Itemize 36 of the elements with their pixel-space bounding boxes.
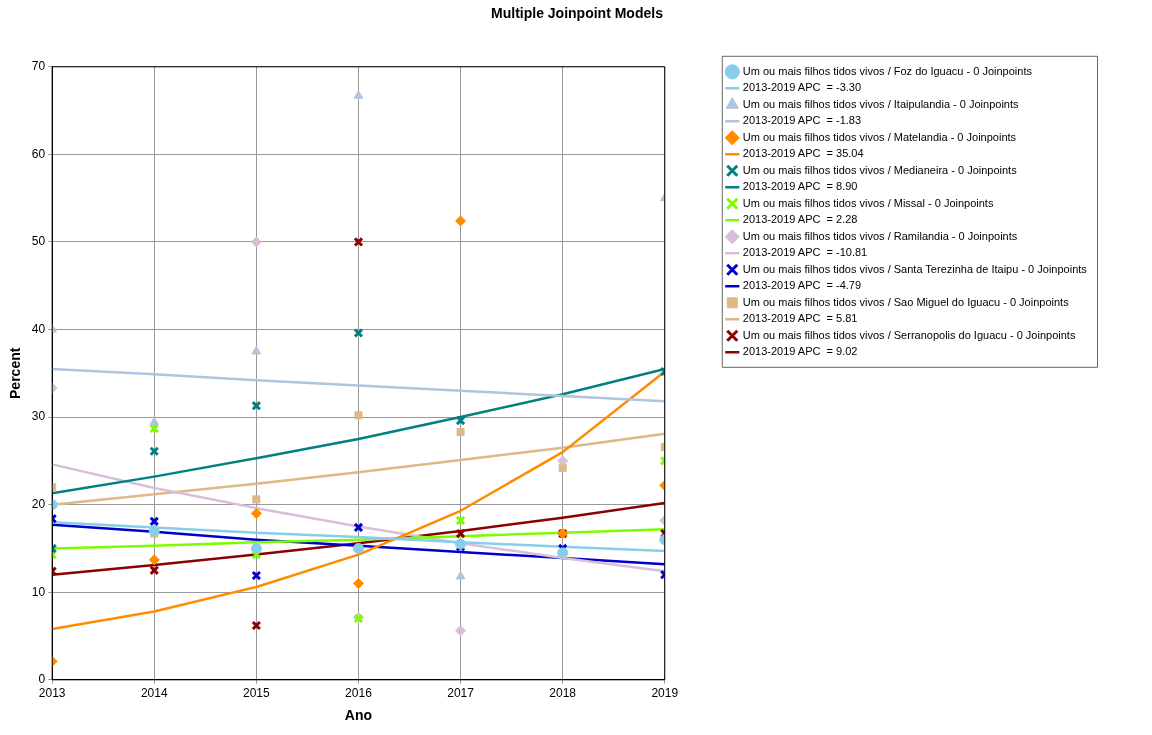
legend-label: Um ou mais filhos tidos vivos / Serranopolis do Iguacu - 0 Joinpoints bbox=[742, 328, 1076, 341]
legend-label: 2013-2019 APC = 5.81 bbox=[742, 312, 858, 325]
legend-label: Um ou mais filhos tidos vivos / Foz do Iguacu - 0 Joinpoints bbox=[742, 64, 1033, 77]
y-tick-label: 0 bbox=[38, 672, 46, 687]
legend-label: 2013-2019 APC = -10.81 bbox=[742, 246, 868, 259]
legend-label: 2013-2019 APC = 2.28 bbox=[742, 213, 858, 226]
y-axis-title: Percent bbox=[7, 347, 24, 399]
x-tick-label: 2016 bbox=[345, 686, 373, 701]
legend-label: 2013-2019 APC = 35.04 bbox=[742, 147, 864, 160]
legend-label: Um ou mais filhos tidos vivos / Medianeira - 0 Joinpoints bbox=[742, 163, 1018, 176]
legend-label: 2013-2019 APC = 9.02 bbox=[742, 345, 858, 358]
legend-label: Um ou mais filhos tidos vivos / Missal - 0 Joinpoints bbox=[742, 196, 994, 209]
x-tick-label: 2017 bbox=[447, 686, 475, 701]
legend-label: 2013-2019 APC = 8.90 bbox=[742, 180, 858, 193]
y-tick-label: 30 bbox=[31, 409, 46, 424]
legend-label: Um ou mais filhos tidos vivos / Itaipulandia - 0 Joinpoints bbox=[742, 97, 1020, 110]
chart-title: Multiple Joinpoint Models bbox=[491, 5, 664, 22]
x-tick-label: 2013 bbox=[38, 686, 66, 701]
y-tick-label: 20 bbox=[31, 496, 46, 511]
legend-label: 2013-2019 APC = -4.79 bbox=[742, 279, 862, 292]
x-axis-title: Ano bbox=[344, 707, 373, 724]
y-tick-label: 70 bbox=[31, 59, 46, 74]
legend-label: Um ou mais filhos tidos vivos / Sao Miguel do Iguacu - 0 Joinpoints bbox=[742, 295, 1070, 308]
x-tick-label: 2019 bbox=[651, 686, 679, 701]
y-tick-label: 60 bbox=[31, 146, 46, 161]
legend-label: Um ou mais filhos tidos vivos / Ramilandia - 0 Joinpoints bbox=[742, 229, 1018, 242]
legend-label: 2013-2019 APC = -1.83 bbox=[742, 114, 862, 127]
legend-label: Um ou mais filhos tidos vivos / Matelandia - 0 Joinpoints bbox=[742, 130, 1017, 143]
legend-label: Um ou mais filhos tidos vivos / Santa Terezinha de Itaipu - 0 Joinpoints bbox=[742, 262, 1088, 275]
legend-label: 2013-2019 APC = -3.30 bbox=[742, 81, 862, 94]
x-tick-label: 2018 bbox=[549, 686, 577, 701]
x-tick-label: 2014 bbox=[140, 686, 168, 701]
x-tick-label: 2015 bbox=[243, 686, 271, 701]
y-tick-label: 50 bbox=[31, 234, 46, 249]
y-tick-label: 10 bbox=[31, 584, 46, 599]
y-tick-label: 40 bbox=[31, 321, 46, 336]
